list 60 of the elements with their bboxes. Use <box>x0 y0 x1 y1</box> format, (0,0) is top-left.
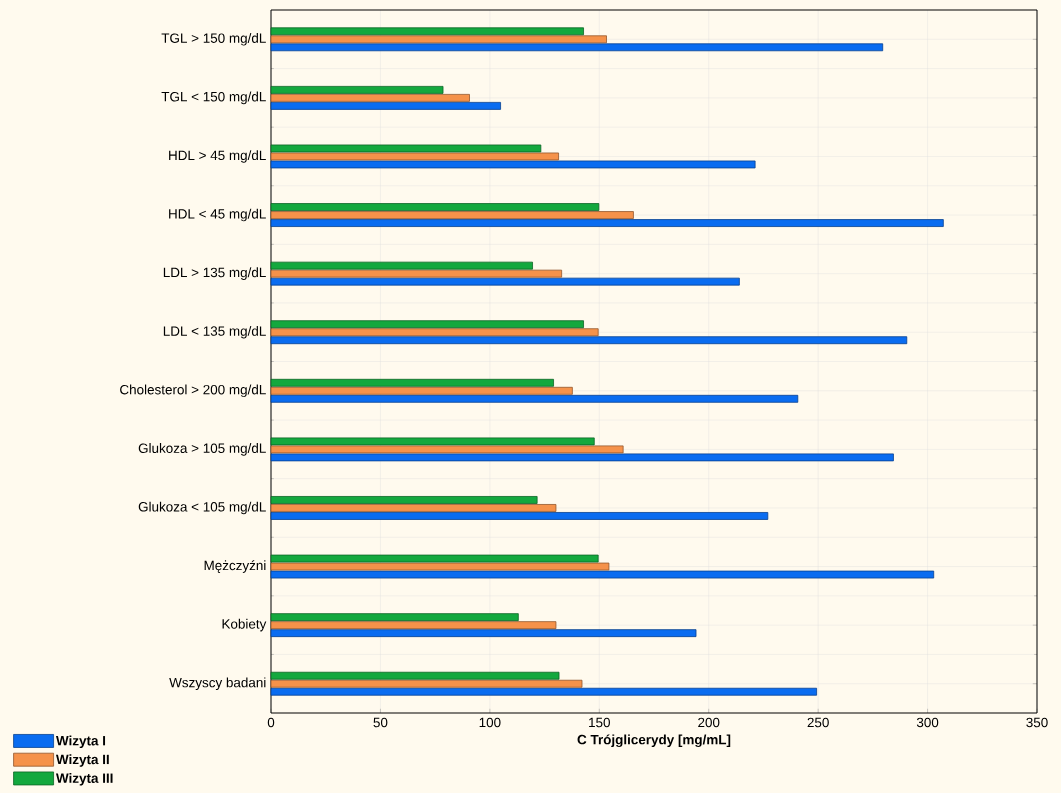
x-tick-label: 300 <box>916 717 939 728</box>
x-tick-label: 250 <box>807 717 829 728</box>
bar <box>270 445 624 454</box>
bar <box>270 378 554 387</box>
legend-label: Wizyta I <box>55 735 106 749</box>
x-tick-label: 0 <box>267 717 275 728</box>
x-axis-title: C Trójglicerydy [mg/mL] <box>577 734 731 748</box>
bar <box>270 35 607 44</box>
bar <box>270 269 563 278</box>
y-tick-label: TGL < 150 mg/dL <box>161 91 266 105</box>
y-tick-label: Mężczyźni <box>204 560 266 573</box>
x-tick-label: 200 <box>698 717 720 728</box>
bar <box>270 629 697 638</box>
bar <box>270 211 634 219</box>
x-tick-label: 50 <box>373 717 388 728</box>
bar <box>270 160 756 169</box>
y-tick-label: TGL > 150 mg/dL <box>161 33 266 46</box>
bar <box>270 152 559 161</box>
bar <box>270 562 610 571</box>
bar <box>270 320 584 329</box>
bar <box>270 554 599 563</box>
bar <box>270 43 884 52</box>
x-tick-label: 350 <box>1026 717 1048 728</box>
bar <box>270 512 769 520</box>
bar <box>270 613 519 622</box>
bar <box>270 621 557 630</box>
bar <box>270 328 599 337</box>
x-tick-label: 150 <box>589 717 610 728</box>
x-tick-label: 100 <box>479 717 501 728</box>
bar <box>270 101 501 110</box>
bar <box>270 394 799 403</box>
legend-label: Wizyta III <box>55 773 113 786</box>
y-tick-label: Wszyscy badani <box>169 677 266 690</box>
y-tick-label: HDL > 45 mg/dL <box>169 150 266 163</box>
bar <box>270 437 595 446</box>
y-tick-label: LDL > 135 mg/dL <box>163 267 266 280</box>
bar <box>270 219 944 227</box>
bar <box>270 496 538 504</box>
bar <box>270 85 444 94</box>
bar <box>270 504 557 512</box>
y-tick-label: Cholesterol > 200 mg/dL <box>120 384 266 398</box>
bar <box>270 336 908 345</box>
y-tick-label: Glukoza > 105 mg/dL <box>138 443 266 456</box>
bar <box>270 261 533 270</box>
bar <box>270 203 600 211</box>
bar <box>270 93 470 102</box>
bar <box>270 386 573 395</box>
bar <box>270 671 560 680</box>
legend-label: Wizyta II <box>55 754 109 767</box>
bar <box>270 453 894 462</box>
bar <box>270 687 818 696</box>
y-tick-label: Glukoza < 105 mg/dL <box>138 501 266 515</box>
bar <box>270 277 740 286</box>
bar <box>270 570 935 579</box>
bar <box>270 144 542 153</box>
y-tick-label: Kobiety <box>222 618 267 632</box>
bar <box>270 679 583 688</box>
y-tick-label: HDL < 45 mg/dL <box>169 208 266 222</box>
bar <box>270 27 584 36</box>
y-tick-label: LDL < 135 mg/dL <box>163 325 266 339</box>
